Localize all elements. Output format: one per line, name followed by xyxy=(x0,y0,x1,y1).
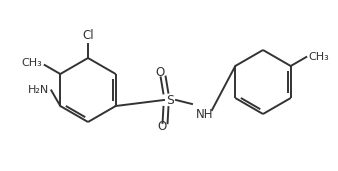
Text: S: S xyxy=(166,94,174,107)
Text: Cl: Cl xyxy=(82,29,94,42)
Text: CH₃: CH₃ xyxy=(21,58,42,68)
Text: H₂N: H₂N xyxy=(28,85,49,95)
Text: NH: NH xyxy=(196,108,214,121)
Text: O: O xyxy=(158,121,167,134)
Text: CH₃: CH₃ xyxy=(308,52,329,62)
Text: O: O xyxy=(155,67,165,80)
